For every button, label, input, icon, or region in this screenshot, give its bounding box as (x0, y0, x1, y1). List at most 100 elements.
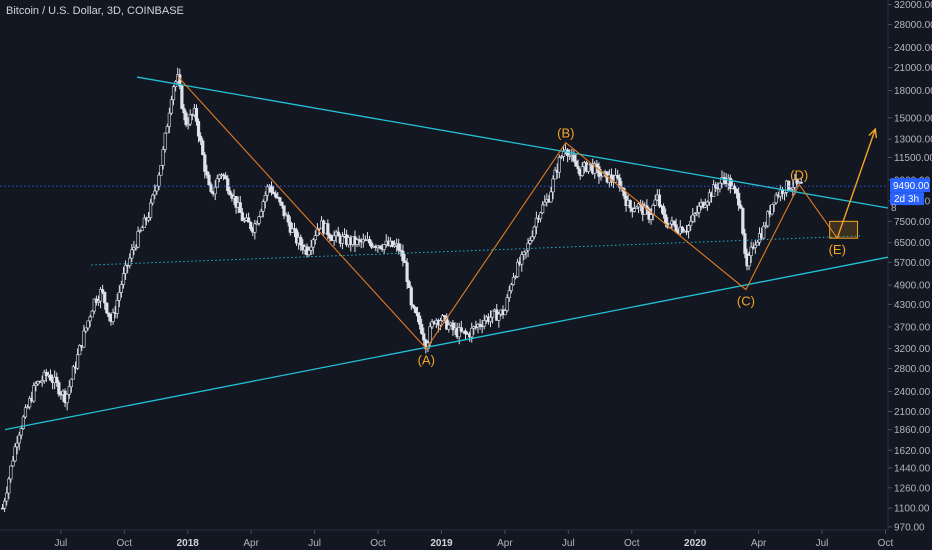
candle-body (213, 186, 217, 195)
candle-body (392, 244, 397, 247)
candle-body (340, 236, 345, 244)
candle-body (240, 212, 244, 221)
candle-body (407, 281, 411, 288)
candle-body (280, 201, 284, 207)
candle-body (234, 196, 238, 208)
candle-body (121, 273, 126, 285)
candle-body (457, 327, 461, 338)
candle-body (142, 217, 146, 228)
candle-body (409, 287, 413, 306)
candle-body (105, 302, 109, 314)
candle-body (201, 140, 205, 156)
candle-body (632, 208, 636, 212)
candle-body (146, 217, 151, 221)
candle-body (574, 160, 578, 167)
candle-body (628, 200, 632, 209)
candle-body (684, 230, 689, 233)
candle-body (288, 221, 292, 233)
candle-body (747, 255, 751, 267)
candle-body (238, 202, 242, 213)
candle-body (743, 233, 747, 254)
candle-body (691, 214, 695, 222)
x-tick-label: Oct (370, 538, 386, 549)
candle-body (401, 250, 405, 262)
x-tick-label: Apr (243, 538, 259, 549)
candle-body (712, 184, 716, 198)
candle-body (522, 251, 526, 255)
candle-body (559, 156, 564, 158)
candle-body (115, 300, 119, 314)
candle-body (171, 86, 176, 101)
candle-body (782, 192, 787, 195)
candle-body (697, 206, 701, 213)
candle-body (599, 175, 603, 178)
candle-body (117, 292, 121, 301)
candle-body (69, 378, 73, 388)
y-tick-label: 15000.00 (894, 113, 932, 124)
y-tick-label: 24000.00 (894, 43, 932, 54)
candle-body (84, 327, 88, 332)
candle-body (634, 206, 639, 209)
candle-body (693, 213, 697, 216)
middle-dotted-line (91, 235, 861, 266)
candle-body (470, 327, 474, 338)
candle-body (772, 202, 776, 205)
candle-body (762, 226, 766, 239)
candle-body (272, 191, 276, 194)
candle-body (689, 220, 693, 226)
candle-body (390, 240, 395, 247)
candle-body (764, 225, 768, 228)
candle-body (247, 217, 251, 223)
candle-body (136, 231, 140, 248)
candle-body (741, 207, 745, 234)
wave-label: (C) (737, 294, 755, 309)
projection-arrow (836, 128, 876, 239)
candle-body (616, 174, 620, 179)
candle-body (664, 214, 668, 224)
elliott-wave-path (177, 75, 838, 350)
candle-body (586, 163, 591, 172)
candle-body (543, 201, 547, 206)
candle-body (505, 297, 509, 312)
candle-body (311, 239, 315, 248)
candle-body (92, 298, 96, 312)
y-tick-label: 1440.00 (894, 463, 931, 474)
candle-body (674, 224, 678, 231)
candle-body (34, 383, 38, 386)
candle-body (378, 245, 382, 249)
candle-body (215, 178, 219, 188)
candle-body (44, 371, 48, 377)
candle-body (25, 406, 30, 409)
y-tick-label: 1620.00 (894, 446, 931, 457)
y-tick-label: 4300.00 (894, 300, 931, 311)
y-tick-label: 6500.00 (894, 238, 931, 249)
candle-body (687, 225, 691, 232)
candle-body (497, 313, 501, 321)
candle-body (148, 202, 153, 218)
candle-body (661, 206, 666, 215)
current-price-tag (890, 178, 930, 193)
candle-body (226, 178, 230, 192)
wave-label: (E) (829, 242, 846, 257)
candle-body (101, 289, 105, 293)
candle-body (451, 322, 455, 331)
candle-body (420, 324, 424, 334)
candle-body (82, 330, 86, 348)
candle-body (299, 237, 303, 246)
candle-body (140, 227, 144, 231)
candle-body (749, 246, 753, 256)
candle-body (595, 163, 599, 167)
candle-body (422, 333, 426, 341)
candle-body (103, 291, 107, 304)
candle-body (440, 315, 445, 322)
candle-body (614, 174, 618, 183)
candle-body (753, 244, 757, 248)
candle-body (367, 239, 372, 244)
candle-body (672, 220, 676, 226)
candle-body (549, 191, 553, 203)
candle-body (13, 446, 17, 462)
candle-body (67, 386, 71, 395)
x-tick-label: Apr (751, 538, 767, 549)
candle-body (286, 214, 290, 223)
